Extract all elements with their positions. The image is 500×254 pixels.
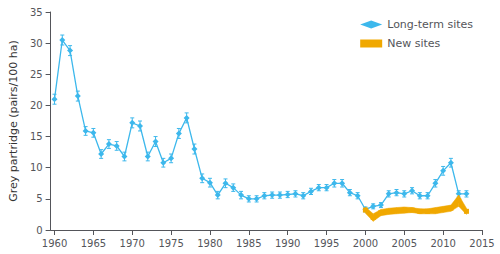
svg-text:15: 15 [30,131,43,142]
svg-text:Grey partridge (pairs/100 ha): Grey partridge (pairs/100 ha) [7,40,20,201]
svg-text:1960: 1960 [42,238,67,249]
svg-text:2000: 2000 [353,238,378,249]
svg-text:5: 5 [36,193,42,204]
svg-text:2015: 2015 [469,238,494,249]
svg-text:1990: 1990 [275,238,300,249]
svg-text:10: 10 [30,162,43,173]
svg-text:0: 0 [36,225,42,236]
svg-text:30: 30 [30,38,43,49]
svg-text:1965: 1965 [81,238,106,249]
svg-text:1980: 1980 [197,238,222,249]
svg-text:25: 25 [30,69,43,80]
svg-text:1975: 1975 [158,238,183,249]
svg-text:1985: 1985 [236,238,261,249]
svg-text:1970: 1970 [120,238,145,249]
svg-text:1995: 1995 [314,238,339,249]
svg-text:20: 20 [30,100,43,111]
svg-text:2010: 2010 [430,238,455,249]
svg-text:2005: 2005 [392,238,417,249]
svg-text:Long-term sites: Long-term sites [387,18,473,31]
svg-text:New sites: New sites [387,37,440,50]
svg-text:35: 35 [30,7,43,18]
